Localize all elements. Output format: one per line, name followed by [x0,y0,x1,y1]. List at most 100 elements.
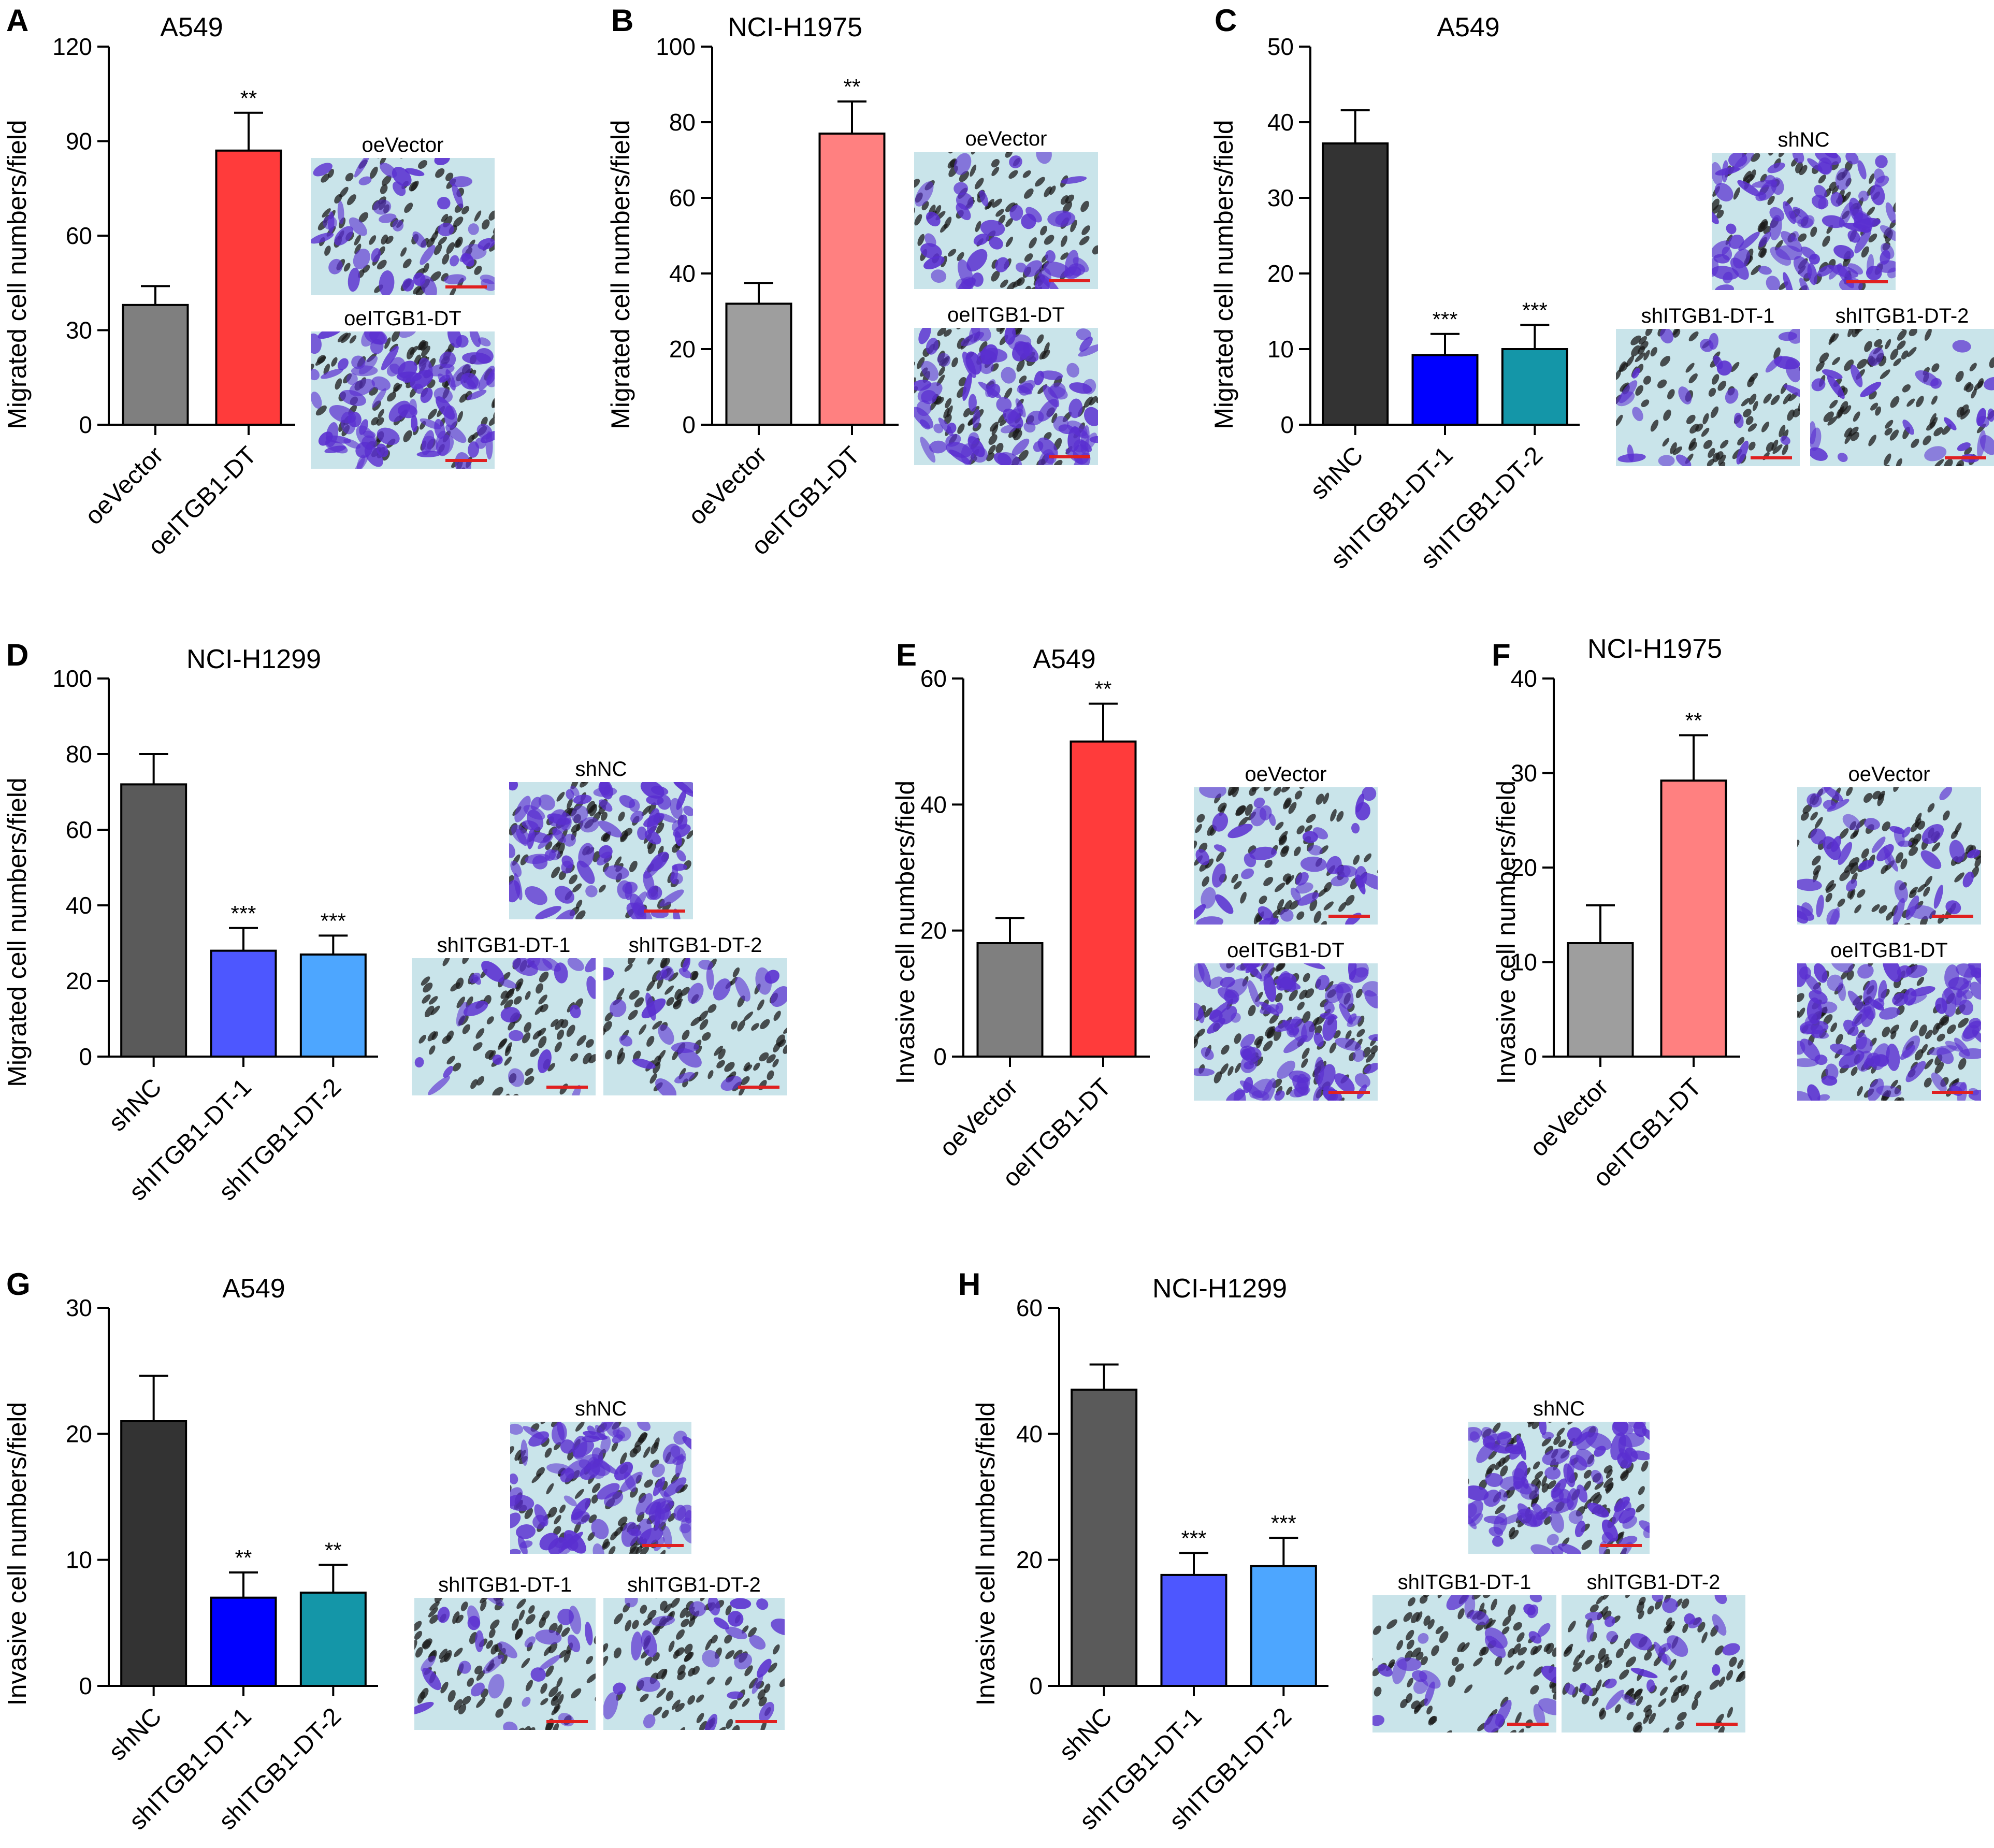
membrane-pore [1636,1601,1644,1613]
bar-oevector [1567,942,1634,1058]
membrane-pore [666,997,674,1006]
membrane-pore [1666,1617,1672,1626]
stained-cell [635,1493,653,1515]
stained-cell [1833,244,1854,259]
membrane-pore [413,286,421,295]
stained-cell [1089,436,1098,443]
membrane-pore [1029,237,1037,249]
stained-cell [1667,1635,1688,1657]
micrograph-shitgb1-dt-2 [603,958,787,1095]
membrane-pore [476,1670,485,1681]
stained-cell [369,331,387,345]
membrane-pore [586,1673,596,1683]
membrane-pore [380,158,386,165]
stained-cell [1492,1536,1504,1547]
membrane-pore [474,265,482,275]
membrane-pore [1897,329,1907,341]
stained-cell [1354,963,1369,978]
significance-mark: *** [1522,298,1548,322]
error-bar [1340,109,1370,143]
membrane-pore [988,444,996,455]
membrane-pore [1870,402,1879,411]
membrane-pore [1636,1696,1643,1707]
membrane-pore [613,1647,622,1658]
membrane-pore [1492,1422,1501,1434]
membrane-pore [1323,901,1334,911]
membrane-pore [603,1655,609,1668]
stained-cell [1424,1681,1435,1707]
stained-cell [1073,257,1089,272]
membrane-pore [1868,435,1876,446]
membrane-pore [1415,1652,1424,1661]
membrane-pore [640,1605,647,1614]
membrane-pore [1799,392,1809,402]
membrane-pore [1541,1483,1549,1493]
stained-cell [599,799,613,812]
membrane-pore [391,1038,403,1052]
membrane-pore [605,1049,612,1060]
membrane-pore [1986,867,1994,880]
stained-cell [557,1609,574,1625]
y-tick-label: 90 [66,128,92,155]
stained-cell [1714,1595,1727,1605]
stained-cell [443,1066,454,1078]
membrane-pore [737,1020,745,1032]
membrane-pore [1857,1086,1863,1096]
membrane-pore [397,1657,409,1669]
stained-cell [1523,1604,1536,1615]
stained-cell [1893,898,1905,925]
membrane-pore [545,1665,554,1677]
membrane-pore [1703,440,1713,449]
membrane-pore [430,271,441,282]
membrane-pore [1861,848,1869,859]
membrane-pore [724,1635,732,1644]
stained-cell [1854,229,1871,254]
membrane-pore [1694,1691,1702,1700]
stained-cell [658,1487,674,1506]
membrane-pore [1024,285,1031,289]
stained-cell [1469,1610,1490,1625]
membrane-pore [1767,131,1776,145]
membrane-pore [914,214,922,226]
membrane-pore [505,988,515,998]
stained-cell [1212,812,1229,832]
membrane-pore [1062,201,1073,213]
stained-cell [1712,209,1719,224]
stained-cell [414,1701,434,1715]
significance-mark: *** [1271,1511,1296,1535]
membrane-pore [1513,1622,1522,1631]
membrane-pore [1013,279,1022,288]
error-bar [1089,1363,1119,1390]
membrane-pore [1645,329,1653,336]
membrane-pore [414,354,421,366]
membrane-pore [1832,357,1841,365]
stained-cell [1079,336,1093,352]
micrograph-label: oeVector [1848,763,1930,786]
membrane-pore [1939,1015,1949,1025]
stained-cell [757,1658,772,1678]
membrane-pore [1490,1709,1498,1717]
error-bar [139,753,168,785]
membrane-pore [1435,1626,1444,1634]
membrane-pore [407,347,415,359]
stained-cell [404,168,425,177]
stained-cell [1208,976,1224,989]
stained-cell [1627,444,1634,463]
micrograph-label: shITGB1-DT-1 [1641,305,1775,327]
membrane-pore [603,1028,606,1037]
membrane-pore [441,213,449,222]
membrane-pore [1799,165,1808,176]
stained-cell [1290,887,1301,902]
stained-cell [1547,1534,1559,1546]
stained-cell [1973,971,1981,987]
membrane-pore [1387,1020,1400,1035]
membrane-pore [1374,1686,1382,1697]
y-tick-label: 0 [1280,411,1294,438]
stained-cell [1792,153,1804,164]
stained-cell [1945,1041,1963,1052]
membrane-pore [996,328,1006,332]
membrane-pore [1840,970,1848,980]
membrane-pore [1708,481,1720,493]
membrane-pore [513,996,522,1005]
